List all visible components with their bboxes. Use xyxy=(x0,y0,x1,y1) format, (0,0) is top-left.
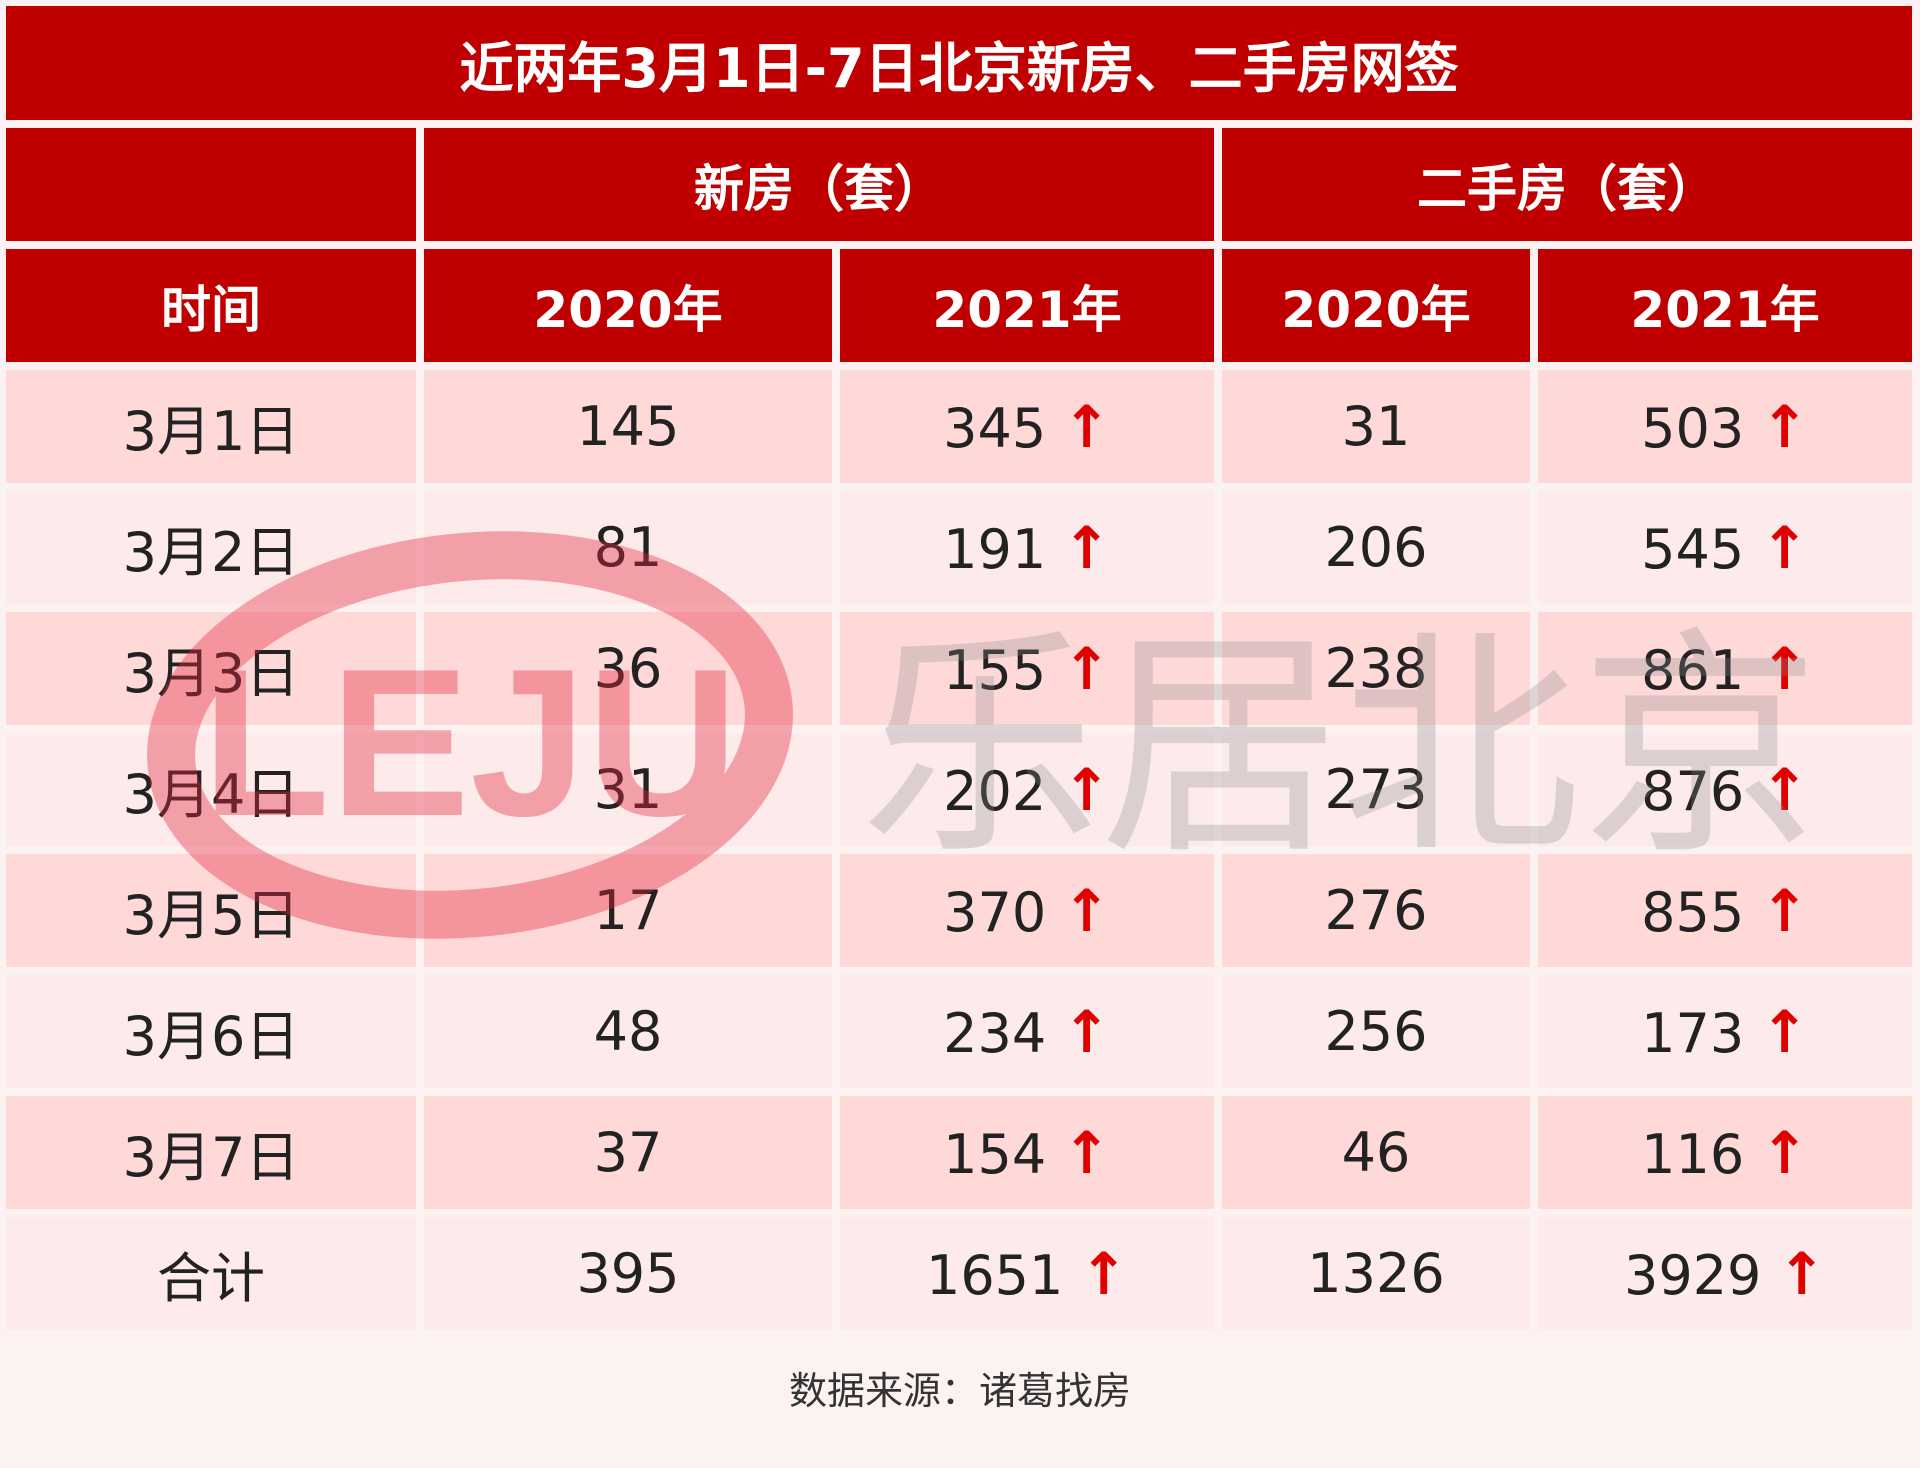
table-row: 3月1日 145 345 ↑ 31 503 ↑ xyxy=(6,370,1913,483)
second-2020-cell: 31 xyxy=(1222,370,1530,483)
total-second-2021: 3929 xyxy=(1623,1243,1762,1307)
new-2021-cell: 191 ↑ xyxy=(840,491,1214,604)
title-row: 近两年3月1日-7日北京新房、二手房网签 xyxy=(6,6,1913,120)
up-arrow-icon: ↑ xyxy=(1760,392,1809,461)
total-second-2020: 1326 xyxy=(1222,1217,1530,1330)
total-second-2021-cell: 3929 ↑ xyxy=(1538,1217,1913,1330)
second-2021-value: 861 xyxy=(1641,638,1745,702)
new-2021-value: 154 xyxy=(943,1122,1047,1186)
date-cell: 3月5日 xyxy=(6,854,416,967)
group-header-empty xyxy=(6,128,416,241)
date-cell: 3月3日 xyxy=(6,612,416,725)
table-row: 3月6日 48 234 ↑ 256 173 ↑ xyxy=(6,975,1913,1088)
new-2021-value: 202 xyxy=(943,759,1047,823)
up-arrow-icon: ↑ xyxy=(1062,755,1111,824)
second-2021-cell: 545 ↑ xyxy=(1538,491,1913,604)
column-header-row: 时间 2020年 2021年 2020年 2021年 xyxy=(6,249,1913,362)
column-header-new-2021: 2021年 xyxy=(840,249,1214,362)
new-2021-cell: 345 ↑ xyxy=(840,370,1214,483)
column-header-new-2020: 2020年 xyxy=(424,249,832,362)
new-2021-value: 191 xyxy=(943,517,1047,581)
second-2021-value: 116 xyxy=(1641,1122,1745,1186)
table-row: 3月3日 36 155 ↑ 238 861 ↑ xyxy=(6,612,1913,725)
second-2021-value: 545 xyxy=(1641,517,1745,581)
second-2021-value: 173 xyxy=(1641,1001,1745,1065)
up-arrow-icon: ↑ xyxy=(1062,997,1111,1066)
new-2021-value: 345 xyxy=(943,396,1047,460)
date-cell: 3月2日 xyxy=(6,491,416,604)
second-2021-cell: 861 ↑ xyxy=(1538,612,1913,725)
date-cell: 3月6日 xyxy=(6,975,416,1088)
new-2021-cell: 370 ↑ xyxy=(840,854,1214,967)
up-arrow-icon: ↑ xyxy=(1760,755,1809,824)
second-2020-cell: 273 xyxy=(1222,733,1530,846)
up-arrow-icon: ↑ xyxy=(1062,392,1111,461)
new-2020-cell: 36 xyxy=(424,612,832,725)
up-arrow-icon: ↑ xyxy=(1062,876,1111,945)
second-2021-value: 855 xyxy=(1641,880,1745,944)
table-row: 3月2日 81 191 ↑ 206 545 ↑ xyxy=(6,491,1913,604)
second-2020-cell: 238 xyxy=(1222,612,1530,725)
new-2020-cell: 81 xyxy=(424,491,832,604)
date-cell: 3月4日 xyxy=(6,733,416,846)
new-2020-cell: 37 xyxy=(424,1096,832,1209)
up-arrow-icon: ↑ xyxy=(1760,876,1809,945)
total-new-2021: 1651 xyxy=(925,1243,1064,1307)
new-2020-cell: 17 xyxy=(424,854,832,967)
up-arrow-icon: ↑ xyxy=(1760,997,1809,1066)
second-2021-cell: 855 ↑ xyxy=(1538,854,1913,967)
new-2021-cell: 234 ↑ xyxy=(840,975,1214,1088)
total-new-2020: 395 xyxy=(424,1217,832,1330)
new-2020-cell: 48 xyxy=(424,975,832,1088)
column-header-time: 时间 xyxy=(6,249,416,362)
up-arrow-icon: ↑ xyxy=(1062,634,1111,703)
table-row: 3月7日 37 154 ↑ 46 116 ↑ xyxy=(6,1096,1913,1209)
new-2021-cell: 155 ↑ xyxy=(840,612,1214,725)
total-label: 合计 xyxy=(6,1217,416,1330)
new-2021-value: 370 xyxy=(943,880,1047,944)
new-2020-cell: 31 xyxy=(424,733,832,846)
up-arrow-icon: ↑ xyxy=(1760,634,1809,703)
up-arrow-icon: ↑ xyxy=(1062,1118,1111,1187)
column-header-second-2020: 2020年 xyxy=(1222,249,1530,362)
table-row: 3月4日 31 202 ↑ 273 876 ↑ xyxy=(6,733,1913,846)
table-title: 近两年3月1日-7日北京新房、二手房网签 xyxy=(6,6,1913,120)
group-header-second-hand: 二手房（套） xyxy=(1222,128,1913,241)
new-2021-value: 234 xyxy=(943,1001,1047,1065)
up-arrow-icon: ↑ xyxy=(1079,1239,1129,1308)
second-2021-cell: 173 ↑ xyxy=(1538,975,1913,1088)
up-arrow-icon: ↑ xyxy=(1777,1239,1827,1308)
second-2020-cell: 46 xyxy=(1222,1096,1530,1209)
data-table: 近两年3月1日-7日北京新房、二手房网签 新房（套） 二手房（套） 时间 202… xyxy=(6,6,1913,1330)
second-2021-value: 876 xyxy=(1641,759,1745,823)
second-2020-cell: 276 xyxy=(1222,854,1530,967)
group-header-new-house: 新房（套） xyxy=(424,128,1214,241)
up-arrow-icon: ↑ xyxy=(1760,1118,1809,1187)
total-row: 合计 395 1651 ↑ 1326 3929 ↑ xyxy=(6,1217,1913,1330)
up-arrow-icon: ↑ xyxy=(1760,513,1809,582)
new-2021-value: 155 xyxy=(943,638,1047,702)
new-2021-cell: 154 ↑ xyxy=(840,1096,1214,1209)
column-header-second-2021: 2021年 xyxy=(1538,249,1913,362)
date-cell: 3月1日 xyxy=(6,370,416,483)
data-source-note: 数据来源：诸葛找房 xyxy=(788,1369,1131,1413)
group-header-row: 新房（套） 二手房（套） xyxy=(6,128,1913,241)
table-row: 3月5日 17 370 ↑ 276 855 ↑ xyxy=(6,854,1913,967)
total-new-2021-cell: 1651 ↑ xyxy=(840,1217,1214,1330)
up-arrow-icon: ↑ xyxy=(1062,513,1111,582)
second-2021-cell: 116 ↑ xyxy=(1538,1096,1913,1209)
new-2020-cell: 145 xyxy=(424,370,832,483)
date-cell: 3月7日 xyxy=(6,1096,416,1209)
second-2020-cell: 206 xyxy=(1222,491,1530,604)
second-2021-value: 503 xyxy=(1641,396,1745,460)
new-2021-cell: 202 ↑ xyxy=(840,733,1214,846)
second-2021-cell: 876 ↑ xyxy=(1538,733,1913,846)
second-2021-cell: 503 ↑ xyxy=(1538,370,1913,483)
second-2020-cell: 256 xyxy=(1222,975,1530,1088)
